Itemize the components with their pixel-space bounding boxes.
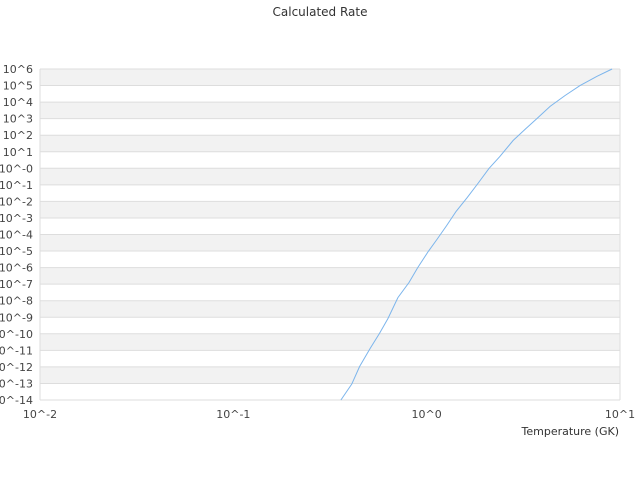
y-tick-label: 10^3 [3,113,33,126]
y-tick-label: 10^-13 [0,377,33,390]
y-tick-label: 10^1 [3,146,33,159]
y-tick-label: 10^-12 [0,361,33,374]
y-axis: 10^6 10^5 10^4 10^3 10^2 10^1 10^-0 10^-1 10^-2 1… [0,63,33,407]
y-tick-label: 10^-11 [0,344,33,357]
y-tick-label: 10^-14 [0,394,33,407]
grid-band [40,300,620,318]
grid-band [40,135,620,152]
x-axis: 10^-2 10^-1 10^0 10^1 [23,408,635,421]
grid-band [40,102,620,119]
y-tick-label: 10^2 [3,129,33,142]
y-tick-label: 10^6 [3,63,33,76]
x-axis-label: Temperature (GK) [521,425,620,438]
grid-band [40,366,620,384]
grid-band [40,267,620,285]
y-tick-label: 10^-7 [0,278,33,291]
series-line [340,68,613,401]
y-tick-label: 10^-9 [0,311,33,324]
y-tick-label: 10^-0 [0,162,33,175]
grid-bands [39,68,621,401]
y-tick-label: 10^-6 [0,262,33,275]
x-tick-label: 10^0 [412,408,442,421]
chart-title: Calculated Rate [273,5,368,19]
series-layer [340,68,613,401]
x-tick-label: 10^-1 [216,408,250,421]
grid-band [40,69,620,86]
y-tick-label: 10^-8 [0,295,33,308]
grid-band [40,201,620,218]
grid-band [40,333,620,351]
y-tick-label: 10^4 [3,96,33,109]
y-tick-label: 10^-2 [0,195,33,208]
grid-band [40,168,620,185]
y-tick-label: 10^-1 [0,179,33,192]
x-tick-label: 10^1 [605,408,635,421]
y-tick-label: 10^-3 [0,212,33,225]
y-tick-label: 10^-10 [0,328,33,341]
y-tick-label: 10^-5 [0,245,33,258]
y-tick-label: 10^-4 [0,229,33,242]
y-tick-label: 10^5 [3,80,33,93]
x-tick-label: 10^-2 [23,408,57,421]
grid-band [40,234,620,252]
